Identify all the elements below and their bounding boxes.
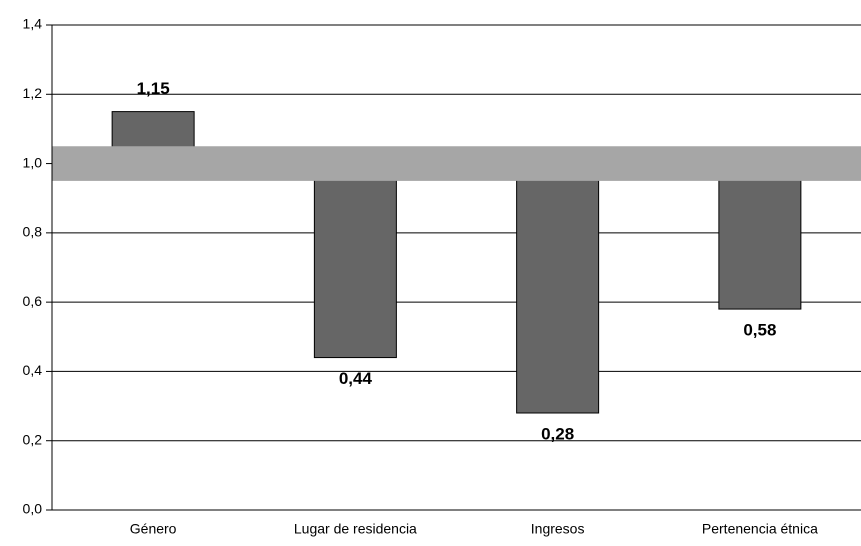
y-tick-label: 0,2 [23, 431, 43, 447]
x-tick-label: Género [130, 521, 177, 537]
y-tick-label: 1,2 [23, 85, 43, 101]
bar [516, 163, 600, 414]
y-tick-label: 0,4 [23, 362, 43, 378]
value-label: 0,44 [339, 369, 373, 388]
bar [313, 163, 397, 359]
x-tick-label: Lugar de residencia [294, 521, 417, 537]
y-tick-label: 0,6 [23, 293, 43, 309]
value-label: 0,58 [743, 321, 776, 340]
value-label: 1,15 [137, 79, 170, 98]
y-tick-label: 1,0 [23, 154, 43, 170]
value-label: 0,28 [541, 424, 574, 443]
x-tick-label: Ingresos [531, 521, 585, 537]
x-tick-label: Pertenencia étnica [702, 521, 818, 537]
reference-band [52, 146, 861, 181]
y-tick-label: 0,0 [23, 501, 43, 517]
y-tick-label: 0,8 [23, 224, 43, 240]
bar [718, 163, 802, 310]
y-tick-label: 1,4 [23, 16, 43, 32]
